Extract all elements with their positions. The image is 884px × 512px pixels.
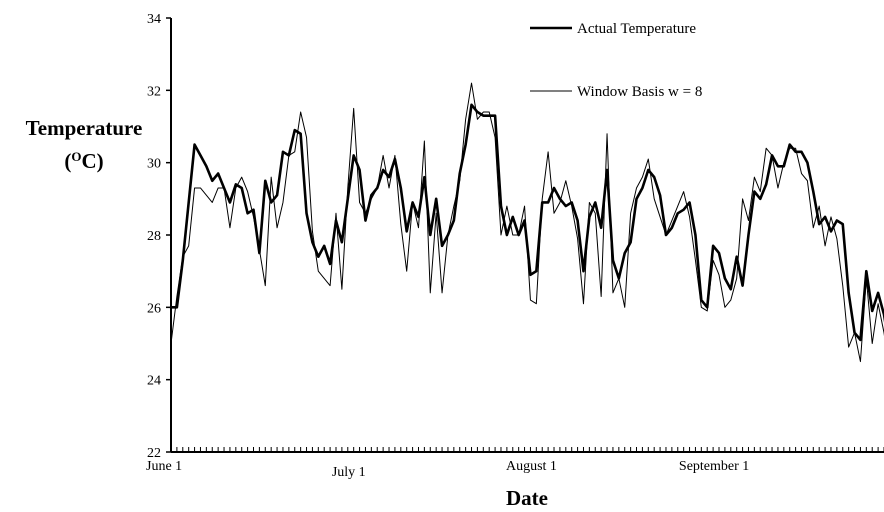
y-tick-label: 26 [147,301,161,316]
y-tick-label: 28 [147,229,161,244]
y-tick-label: 34 [147,12,161,27]
x-tick-label: July 1 [332,465,366,480]
y-tick-label: 24 [147,374,161,389]
series-line-actual-temperature [169,103,884,342]
axes: 22 24 26 28 30 32 34 June 1 July 1 August 1 Septe… [146,12,884,480]
series-line-window-basis [170,82,884,363]
y-ticks: 22 24 26 28 30 32 34 [147,12,171,461]
legend-label-window: Window Basis w = 8 [577,84,702,100]
x-axis-label: Date [506,486,548,510]
y-tick-label: 30 [147,157,161,172]
y-axis-title: Temperature (OC) [26,116,143,173]
x-tick-labels: June 1 July 1 August 1 September 1 [146,459,749,480]
legend-label-actual: Actual Temperature [577,21,696,37]
series-layer [169,82,884,363]
x-minor-ticks [170,447,884,452]
legend: Actual Temperature Window Basis w = 8 [530,21,702,100]
x-tick-label: August 1 [506,459,557,474]
x-tick-label: September 1 [679,459,749,474]
y-tick-label: 22 [147,446,161,461]
y-axis-unit: (OC) [64,149,103,174]
y-axis-label: Temperature [26,116,143,140]
y-tick-label: 32 [147,84,161,99]
x-tick-label: June 1 [146,459,182,474]
